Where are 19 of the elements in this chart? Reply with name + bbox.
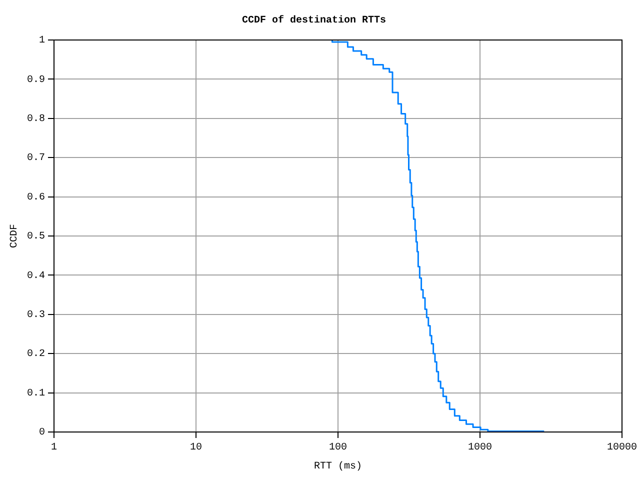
x-tick-label: 1 bbox=[50, 442, 58, 454]
y-tick-label: 0.8 bbox=[26, 114, 46, 126]
x-tick-label: 10000 bbox=[606, 442, 638, 454]
y-tick-label: 0 bbox=[38, 428, 46, 439]
x-axis-title: RTT (ms) bbox=[314, 460, 362, 473]
y-tick-label: 0.1 bbox=[26, 388, 46, 400]
y-tick-label: 0.7 bbox=[26, 153, 46, 164]
y-tick-label: 0.9 bbox=[26, 74, 46, 86]
y-tick-label: 0.5 bbox=[26, 232, 46, 243]
y-tick-label: 0.6 bbox=[26, 192, 46, 204]
x-tick-label: 1000 bbox=[468, 442, 492, 454]
y-tick-label: 0.4 bbox=[26, 270, 46, 282]
chart-title: CCDF of destination RTTs bbox=[242, 14, 386, 27]
y-tick-label: 0.2 bbox=[26, 349, 46, 360]
y-axis-title: CCDF bbox=[10, 224, 21, 248]
x-tick-label: 10 bbox=[190, 442, 202, 454]
y-tick-label: 0.3 bbox=[26, 310, 46, 322]
x-tick-label: 100 bbox=[328, 442, 348, 454]
y-tick-label: 1 bbox=[38, 36, 46, 47]
